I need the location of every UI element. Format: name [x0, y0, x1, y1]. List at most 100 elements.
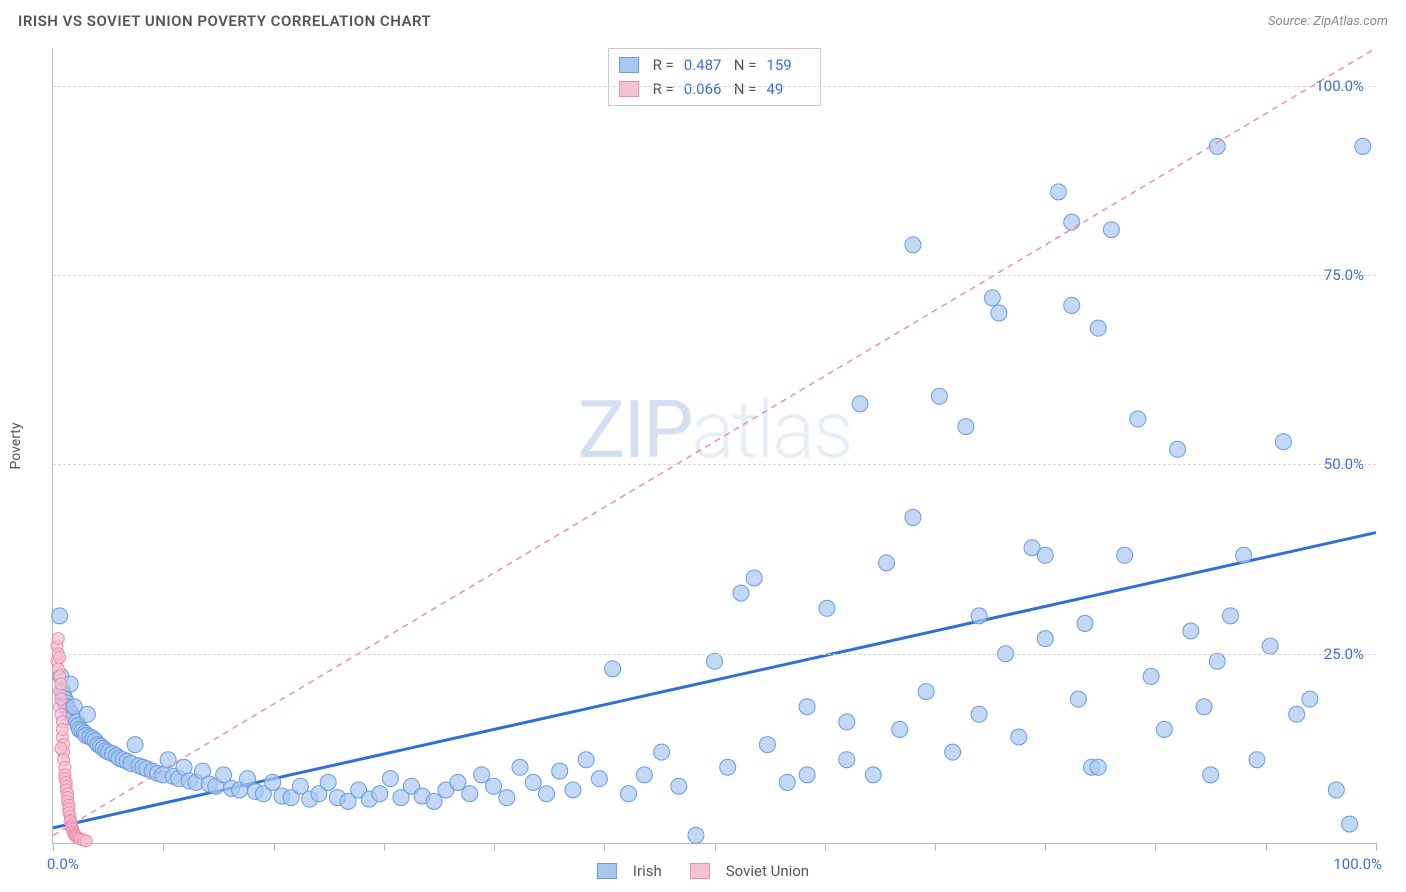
data-point-irish	[905, 237, 921, 253]
data-point-irish	[79, 706, 95, 722]
data-point-irish	[52, 608, 68, 624]
swatch-irish	[597, 863, 617, 879]
data-point-irish	[799, 767, 815, 783]
r-value: 0.487	[684, 53, 728, 77]
data-point-irish	[707, 653, 723, 669]
data-point-irish	[1037, 631, 1053, 647]
x-tick	[1266, 843, 1267, 851]
legend-item-irish: Irish	[597, 862, 662, 880]
data-point-irish	[512, 759, 528, 775]
legend-label: Soviet Union	[726, 862, 809, 880]
stats-row-irish: R = 0.487 N = 159	[619, 53, 811, 77]
data-point-irish	[1156, 721, 1172, 737]
x-tick	[935, 843, 936, 851]
data-point-irish	[372, 786, 388, 802]
data-point-irish	[971, 608, 987, 624]
data-point-irish	[538, 786, 554, 802]
data-point-irish	[1262, 638, 1278, 654]
data-point-irish	[852, 396, 868, 412]
y-tick-label: 75.0%	[1324, 266, 1364, 284]
data-point-irish	[1196, 699, 1212, 715]
data-point-irish	[1289, 706, 1305, 722]
data-point-irish	[552, 763, 568, 779]
data-point-irish	[688, 827, 704, 843]
y-tick-label: 25.0%	[1324, 645, 1364, 663]
data-point-irish	[578, 752, 594, 768]
chart-source: Source: ZipAtlas.com	[1268, 14, 1388, 29]
data-point-irish	[1209, 653, 1225, 669]
data-point-irish	[1011, 729, 1027, 745]
data-point-irish	[746, 570, 762, 586]
data-point-irish	[1209, 138, 1225, 154]
x-tick	[163, 843, 164, 851]
data-point-irish	[382, 771, 398, 787]
data-point-irish	[1203, 767, 1219, 783]
data-point-irish	[1090, 759, 1106, 775]
r-label: R =	[653, 53, 674, 77]
data-point-irish	[1143, 668, 1159, 684]
data-point-soviet	[52, 633, 64, 645]
x-tick	[1045, 843, 1046, 851]
stats-legend: R = 0.487 N = 159 R = 0.066 N = 49	[608, 48, 822, 106]
data-point-soviet	[55, 742, 67, 754]
n-value: 159	[766, 53, 810, 77]
data-point-irish	[1222, 608, 1238, 624]
data-point-irish	[1070, 691, 1086, 707]
data-point-irish	[621, 786, 637, 802]
data-point-irish	[759, 737, 775, 753]
x-tick	[53, 843, 54, 851]
data-point-irish	[1077, 615, 1093, 631]
data-point-irish	[839, 752, 855, 768]
data-point-irish	[654, 744, 670, 760]
data-point-irish	[984, 290, 1000, 306]
swatch-irish	[619, 57, 639, 73]
data-point-irish	[1355, 138, 1371, 154]
x-axis-min-label: 0.0%	[47, 855, 79, 873]
data-point-irish	[1275, 434, 1291, 450]
data-point-irish	[779, 774, 795, 790]
r-label: R =	[653, 77, 674, 101]
data-point-irish	[945, 744, 961, 760]
gridline	[53, 654, 1376, 655]
plot-svg	[53, 48, 1376, 843]
data-point-irish	[1117, 547, 1133, 563]
data-point-soviet	[55, 678, 67, 690]
stats-row-soviet: R = 0.066 N = 49	[619, 77, 811, 101]
data-point-irish	[799, 699, 815, 715]
data-point-irish	[1170, 441, 1186, 457]
data-point-irish	[1064, 297, 1080, 313]
data-point-irish	[1302, 691, 1318, 707]
x-tick	[384, 843, 385, 851]
y-tick-label: 50.0%	[1324, 455, 1364, 473]
data-point-irish	[878, 555, 894, 571]
legend-label: Irish	[633, 862, 662, 880]
data-point-irish	[605, 661, 621, 677]
data-point-irish	[591, 771, 607, 787]
data-point-irish	[839, 714, 855, 730]
data-point-soviet	[55, 693, 67, 705]
data-point-irish	[1130, 411, 1146, 427]
y-axis-label: Poverty	[8, 422, 24, 469]
chart-area: ZIPatlas R = 0.487 N = 159 R = 0.066 N =…	[52, 48, 1376, 844]
x-tick	[825, 843, 826, 851]
data-point-irish	[733, 585, 749, 601]
swatch-soviet	[619, 81, 639, 97]
data-point-irish	[905, 509, 921, 525]
x-tick	[1376, 843, 1377, 851]
data-point-irish	[462, 786, 478, 802]
data-point-irish	[636, 767, 652, 783]
x-tick	[604, 843, 605, 851]
legend-item-soviet: Soviet Union	[690, 862, 809, 880]
data-point-irish	[474, 767, 490, 783]
data-point-irish	[1236, 547, 1252, 563]
data-point-irish	[426, 793, 442, 809]
y-tick-label: 100.0%	[1315, 77, 1364, 95]
n-label: N =	[734, 77, 757, 101]
data-point-irish	[265, 774, 281, 790]
gridline	[53, 86, 1376, 87]
data-point-irish	[865, 767, 881, 783]
header: IRISH VS SOVIET UNION POVERTY CORRELATIO…	[18, 12, 1388, 30]
data-point-irish	[1183, 623, 1199, 639]
chart-title: IRISH VS SOVIET UNION POVERTY CORRELATIO…	[18, 12, 431, 30]
gridline	[53, 464, 1376, 465]
